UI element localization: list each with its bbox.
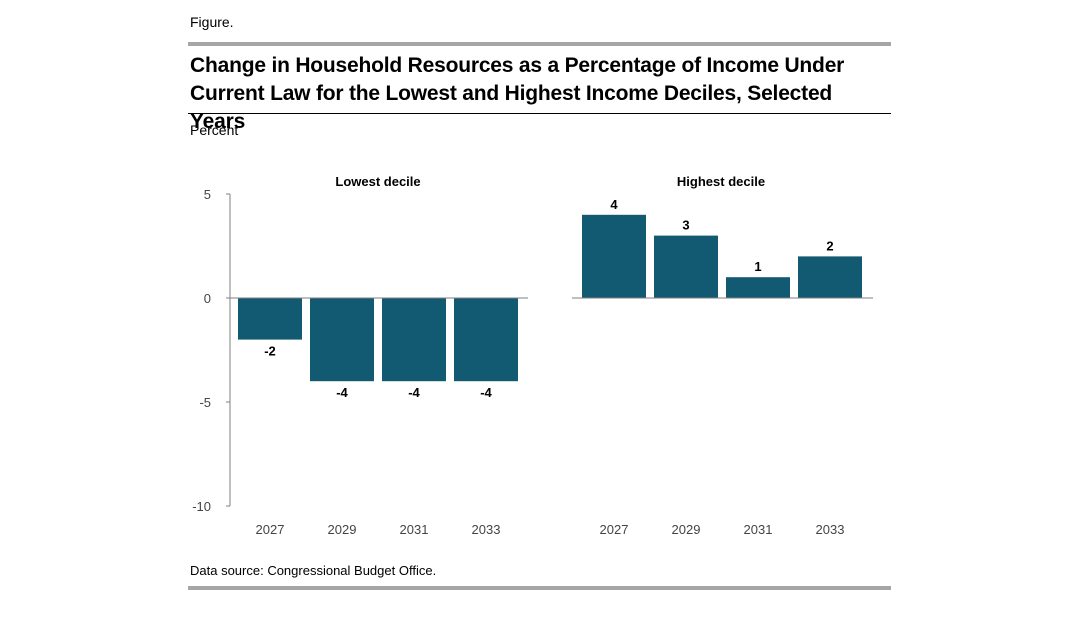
highest-x-tick-label: 2031 [744, 522, 773, 537]
figure-label: Figure. [190, 14, 234, 30]
highest-bar-2031 [726, 277, 790, 298]
data-source: Data source: Congressional Budget Office… [190, 563, 437, 578]
highest-x-tick-label: 2033 [816, 522, 845, 537]
lowest-x-tick-label: 2027 [256, 522, 285, 537]
lowest-data-label: -2 [264, 344, 276, 359]
highest-x-tick-label: 2029 [672, 522, 701, 537]
chart-title: Change in Household Resources as a Perce… [190, 54, 845, 133]
lowest-bar-2031 [382, 298, 446, 382]
lowest-x-tick-label: 2031 [400, 522, 429, 537]
highest-x-tick-label: 2027 [600, 522, 629, 537]
y-tick-label: -5 [199, 395, 211, 410]
highest-data-label: 4 [610, 197, 618, 212]
lowest-panel-title: Lowest decile [335, 174, 420, 189]
y-tick-label: 5 [204, 187, 211, 202]
highest-bar-2033 [798, 256, 862, 298]
y-tick-label: -10 [192, 499, 211, 514]
unit-label: Percent [190, 122, 239, 138]
lowest-bar-2033 [454, 298, 518, 382]
top-rule [188, 42, 891, 46]
lowest-data-label: -4 [480, 385, 492, 400]
highest-bar-2027 [582, 214, 646, 298]
y-tick-label: 0 [204, 291, 211, 306]
highest-data-label: 1 [754, 259, 761, 274]
highest-panel-title: Highest decile [677, 174, 765, 189]
title-underline [188, 113, 891, 114]
lowest-x-tick-label: 2029 [328, 522, 357, 537]
lowest-bar-2029 [310, 298, 374, 382]
highest-data-label: 2 [826, 238, 833, 253]
lowest-data-label: -4 [336, 385, 348, 400]
highest-data-label: 3 [682, 218, 689, 233]
lowest-bar-2027 [238, 298, 302, 340]
lowest-x-tick-label: 2033 [472, 522, 501, 537]
highest-bar-2029 [654, 235, 718, 298]
bottom-rule [188, 586, 891, 590]
lowest-data-label: -4 [408, 385, 420, 400]
